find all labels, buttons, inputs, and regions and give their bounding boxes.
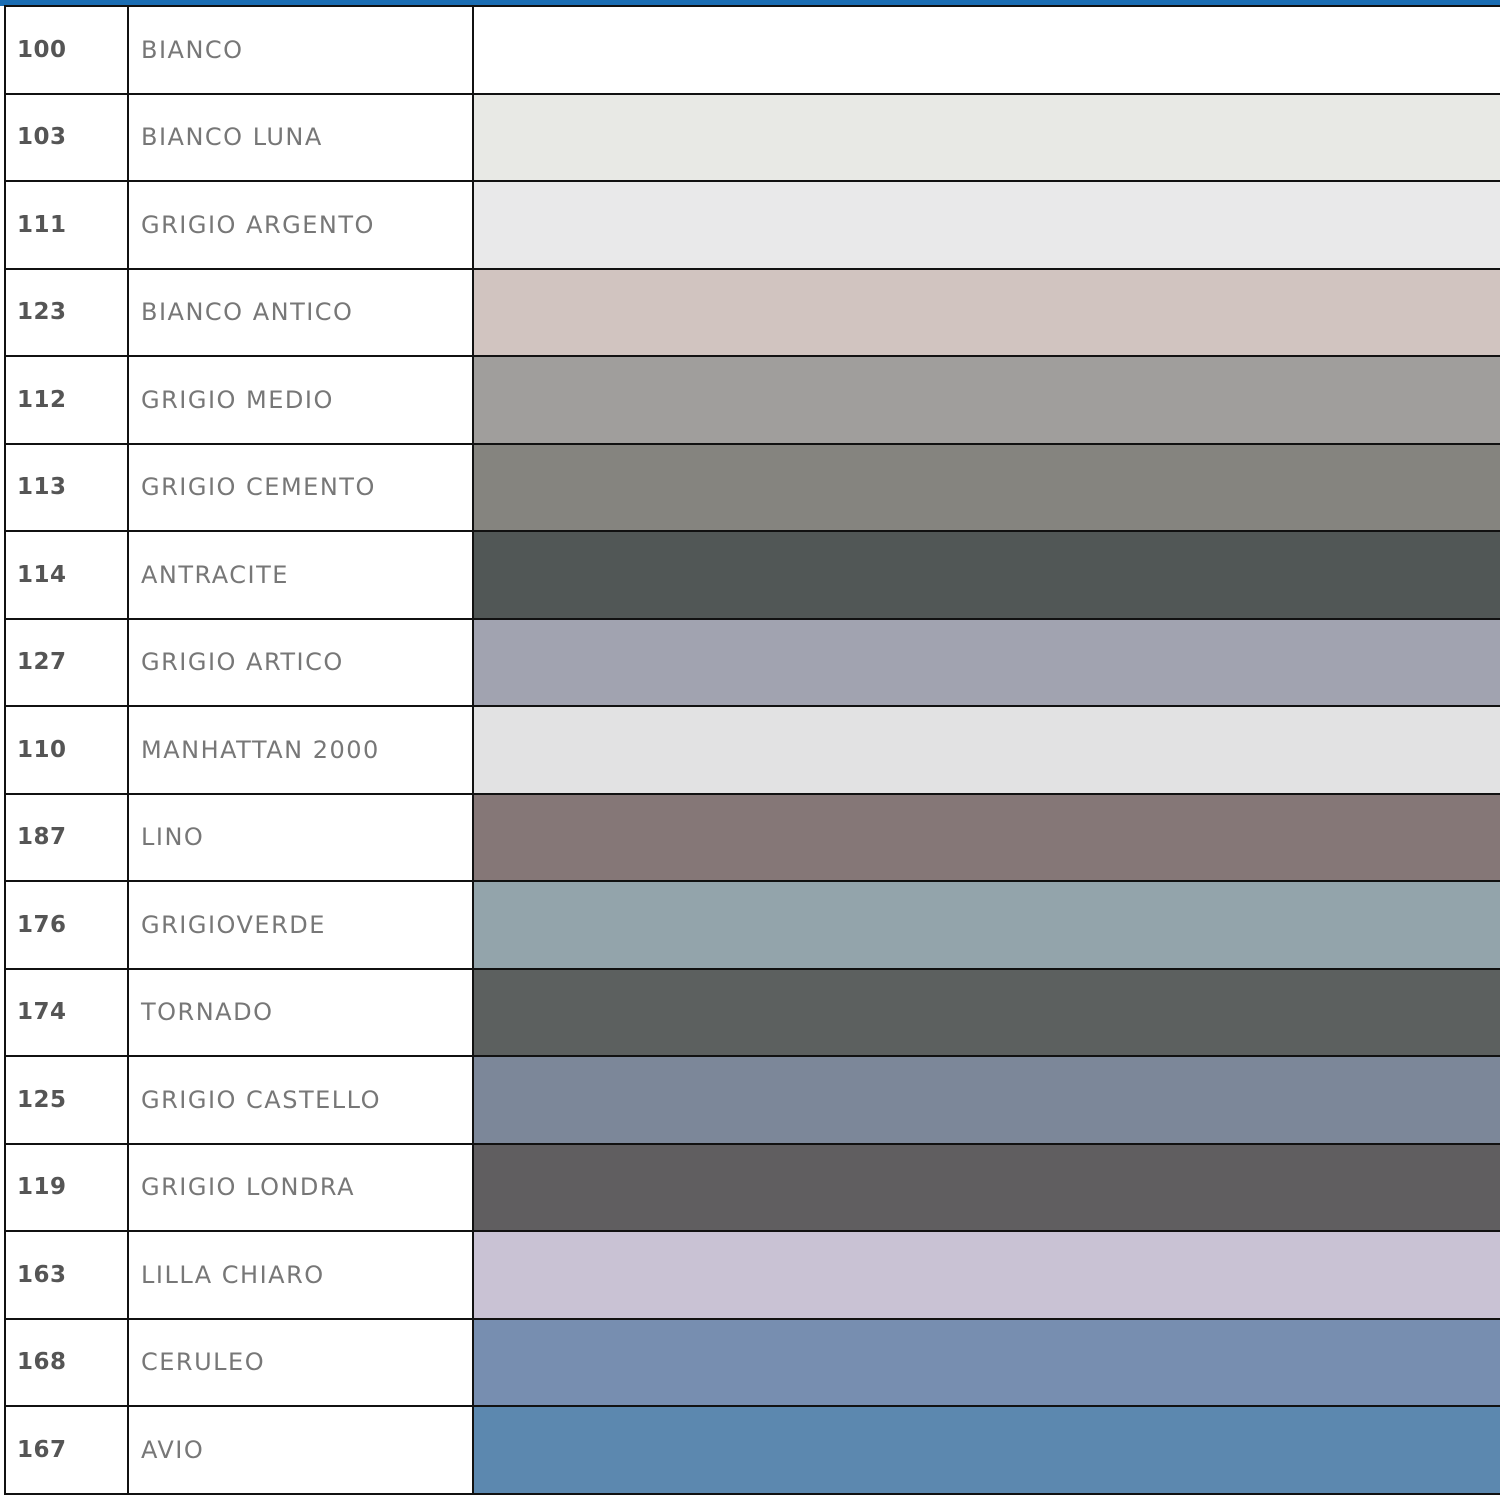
color-code: 176 [6,882,129,968]
color-name: TORNADO [129,969,474,1055]
color-code: 113 [6,444,129,530]
color-code: 174 [6,969,129,1055]
color-code: 110 [6,707,129,793]
color-swatch [474,94,1500,180]
color-swatch [474,1057,1500,1143]
table-row: 187 LINO [6,794,1500,882]
table-row: 174 TORNADO [6,969,1500,1057]
color-code: 127 [6,619,129,705]
color-code: 119 [6,1144,129,1230]
table-row: 125 GRIGIO CASTELLO [6,1057,1500,1145]
color-name: GRIGIO MEDIO [129,357,474,443]
color-name: GRIGIO ARTICO [129,619,474,705]
color-name: GRIGIO ARGENTO [129,182,474,268]
color-swatch [474,1319,1500,1405]
color-code: 103 [6,94,129,180]
color-code: 100 [6,7,129,93]
table-row: 113 GRIGIO CEMENTO [6,444,1500,532]
color-code: 112 [6,357,129,443]
color-name: ANTRACITE [129,532,474,618]
color-table: 100 BIANCO 103 BIANCO LUNA 111 GRIGIO ARGENTO… [4,5,1500,1495]
color-name: GRIGIO CASTELLO [129,1057,474,1143]
color-name: CERULEO [129,1319,474,1405]
table-row: 163 LILLA CHIARO [6,1232,1500,1320]
color-swatch [474,182,1500,268]
color-swatch [474,969,1500,1055]
color-code: 163 [6,1232,129,1318]
table-row: 168 CERULEO [6,1319,1500,1407]
color-code: 168 [6,1319,129,1405]
color-name: BIANCO LUNA [129,94,474,180]
color-name: MANHATTAN 2000 [129,707,474,793]
color-name: GRIGIO LONDRA [129,1144,474,1230]
color-code: 187 [6,794,129,880]
color-name: BIANCO ANTICO [129,269,474,355]
color-code: 167 [6,1407,129,1493]
color-swatch [474,707,1500,793]
header-bar [0,0,1500,6]
color-code: 111 [6,182,129,268]
color-name: GRIGIOVERDE [129,882,474,968]
table-row: 111 GRIGIO ARGENTO [6,182,1500,270]
color-code: 123 [6,269,129,355]
table-row: 119 GRIGIO LONDRA [6,1144,1500,1232]
color-name: AVIO [129,1407,474,1493]
table-row: 100 BIANCO [6,7,1500,95]
color-swatch [474,357,1500,443]
table-row: 103 BIANCO LUNA [6,94,1500,182]
color-swatch [474,1144,1500,1230]
color-swatch [474,619,1500,705]
color-swatch [474,269,1500,355]
color-swatch [474,1232,1500,1318]
table-row: 167 AVIO [6,1407,1500,1495]
table-row: 112 GRIGIO MEDIO [6,357,1500,445]
color-swatch [474,882,1500,968]
color-name: LILLA CHIARO [129,1232,474,1318]
color-swatch [474,1407,1500,1493]
color-swatch [474,532,1500,618]
color-swatch [474,794,1500,880]
color-code: 114 [6,532,129,618]
table-row: 110 MANHATTAN 2000 [6,707,1500,795]
table-row: 176 GRIGIOVERDE [6,882,1500,970]
color-name: LINO [129,794,474,880]
color-code: 125 [6,1057,129,1143]
table-row: 127 GRIGIO ARTICO [6,619,1500,707]
table-row: 114 ANTRACITE [6,532,1500,620]
color-swatch [474,7,1500,93]
color-swatch [474,444,1500,530]
color-name: BIANCO [129,7,474,93]
color-name: GRIGIO CEMENTO [129,444,474,530]
table-row: 123 BIANCO ANTICO [6,269,1500,357]
